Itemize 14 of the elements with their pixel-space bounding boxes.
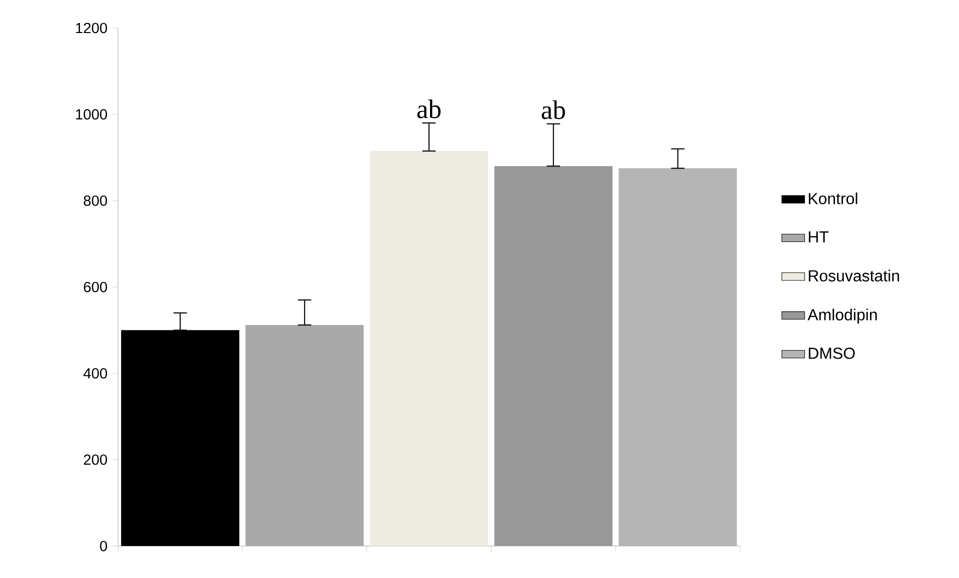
legend-label: HT: [808, 231, 829, 242]
y-tick-label: 600: [84, 282, 108, 292]
y-tick-label: 400: [83, 368, 108, 379]
annotation: ab: [417, 99, 441, 118]
y-tick-label: 0: [100, 540, 108, 552]
y-tick-label: 800: [84, 195, 108, 206]
annotation: ab: [542, 100, 565, 120]
y-tick-label: 200: [84, 454, 108, 465]
legend-label: Amlodipin: [808, 308, 877, 324]
legend-label: Kontrol: [808, 192, 858, 204]
y-tick-label: 1200: [76, 22, 108, 34]
legend-label: DMSO: [808, 348, 855, 359]
legend-label: Rosuvastatin: [808, 270, 900, 282]
y-tick-label: 1000: [76, 109, 108, 120]
